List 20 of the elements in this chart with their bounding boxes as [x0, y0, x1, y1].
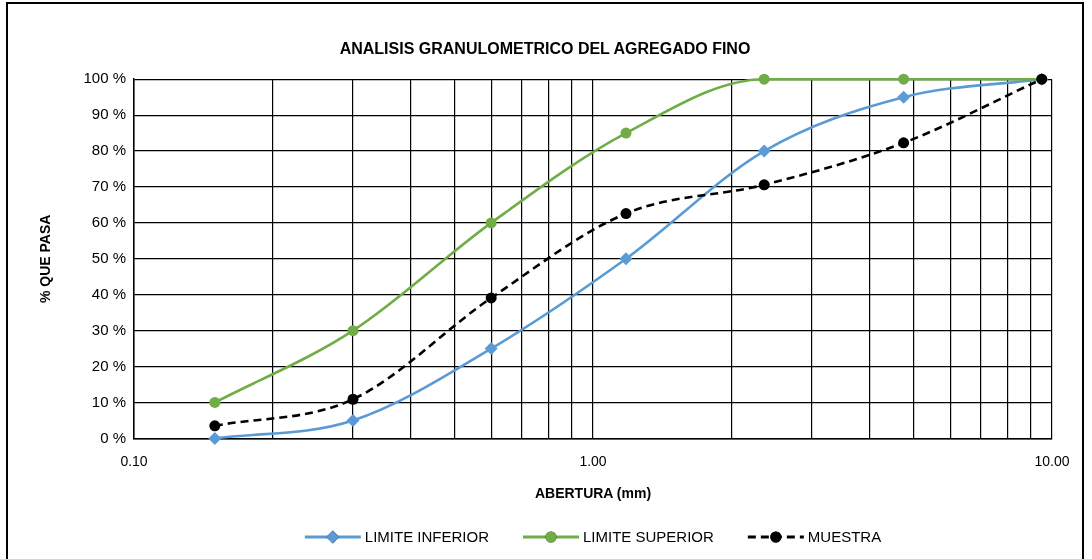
y-tick-label: 10 %	[91, 392, 126, 410]
y-tick-label: 100 %	[83, 69, 126, 87]
y-tick-label: 30 %	[91, 320, 126, 338]
x-tick-label: 10.00	[1034, 452, 1070, 469]
y-tick-label: 70 %	[91, 177, 126, 195]
y-axis-title: % QUE PASA	[37, 214, 54, 304]
y-tick-label: 50 %	[91, 248, 126, 266]
y-tick-label: 60 %	[91, 213, 126, 231]
legend-label: LIMITE INFERIOR	[364, 528, 490, 546]
legend-label: LIMITE SUPERIOR	[582, 528, 715, 546]
chart-title: ANALISIS GRANULOMETRICO DEL AGREGADO FINO	[339, 40, 751, 58]
x-tick-label: 1.00	[579, 452, 607, 469]
y-tick-label: 20 %	[91, 356, 126, 374]
y-tick-label: 80 %	[91, 141, 126, 159]
y-tick-label: 0 %	[100, 428, 126, 446]
y-tick-label: 40 %	[91, 284, 126, 302]
x-axis-title: ABERTURA (mm)	[534, 485, 652, 502]
legend-label: MUESTRA	[807, 528, 882, 546]
x-tick-label: 0.10	[120, 452, 148, 469]
y-tick-label: 90 %	[91, 105, 126, 123]
